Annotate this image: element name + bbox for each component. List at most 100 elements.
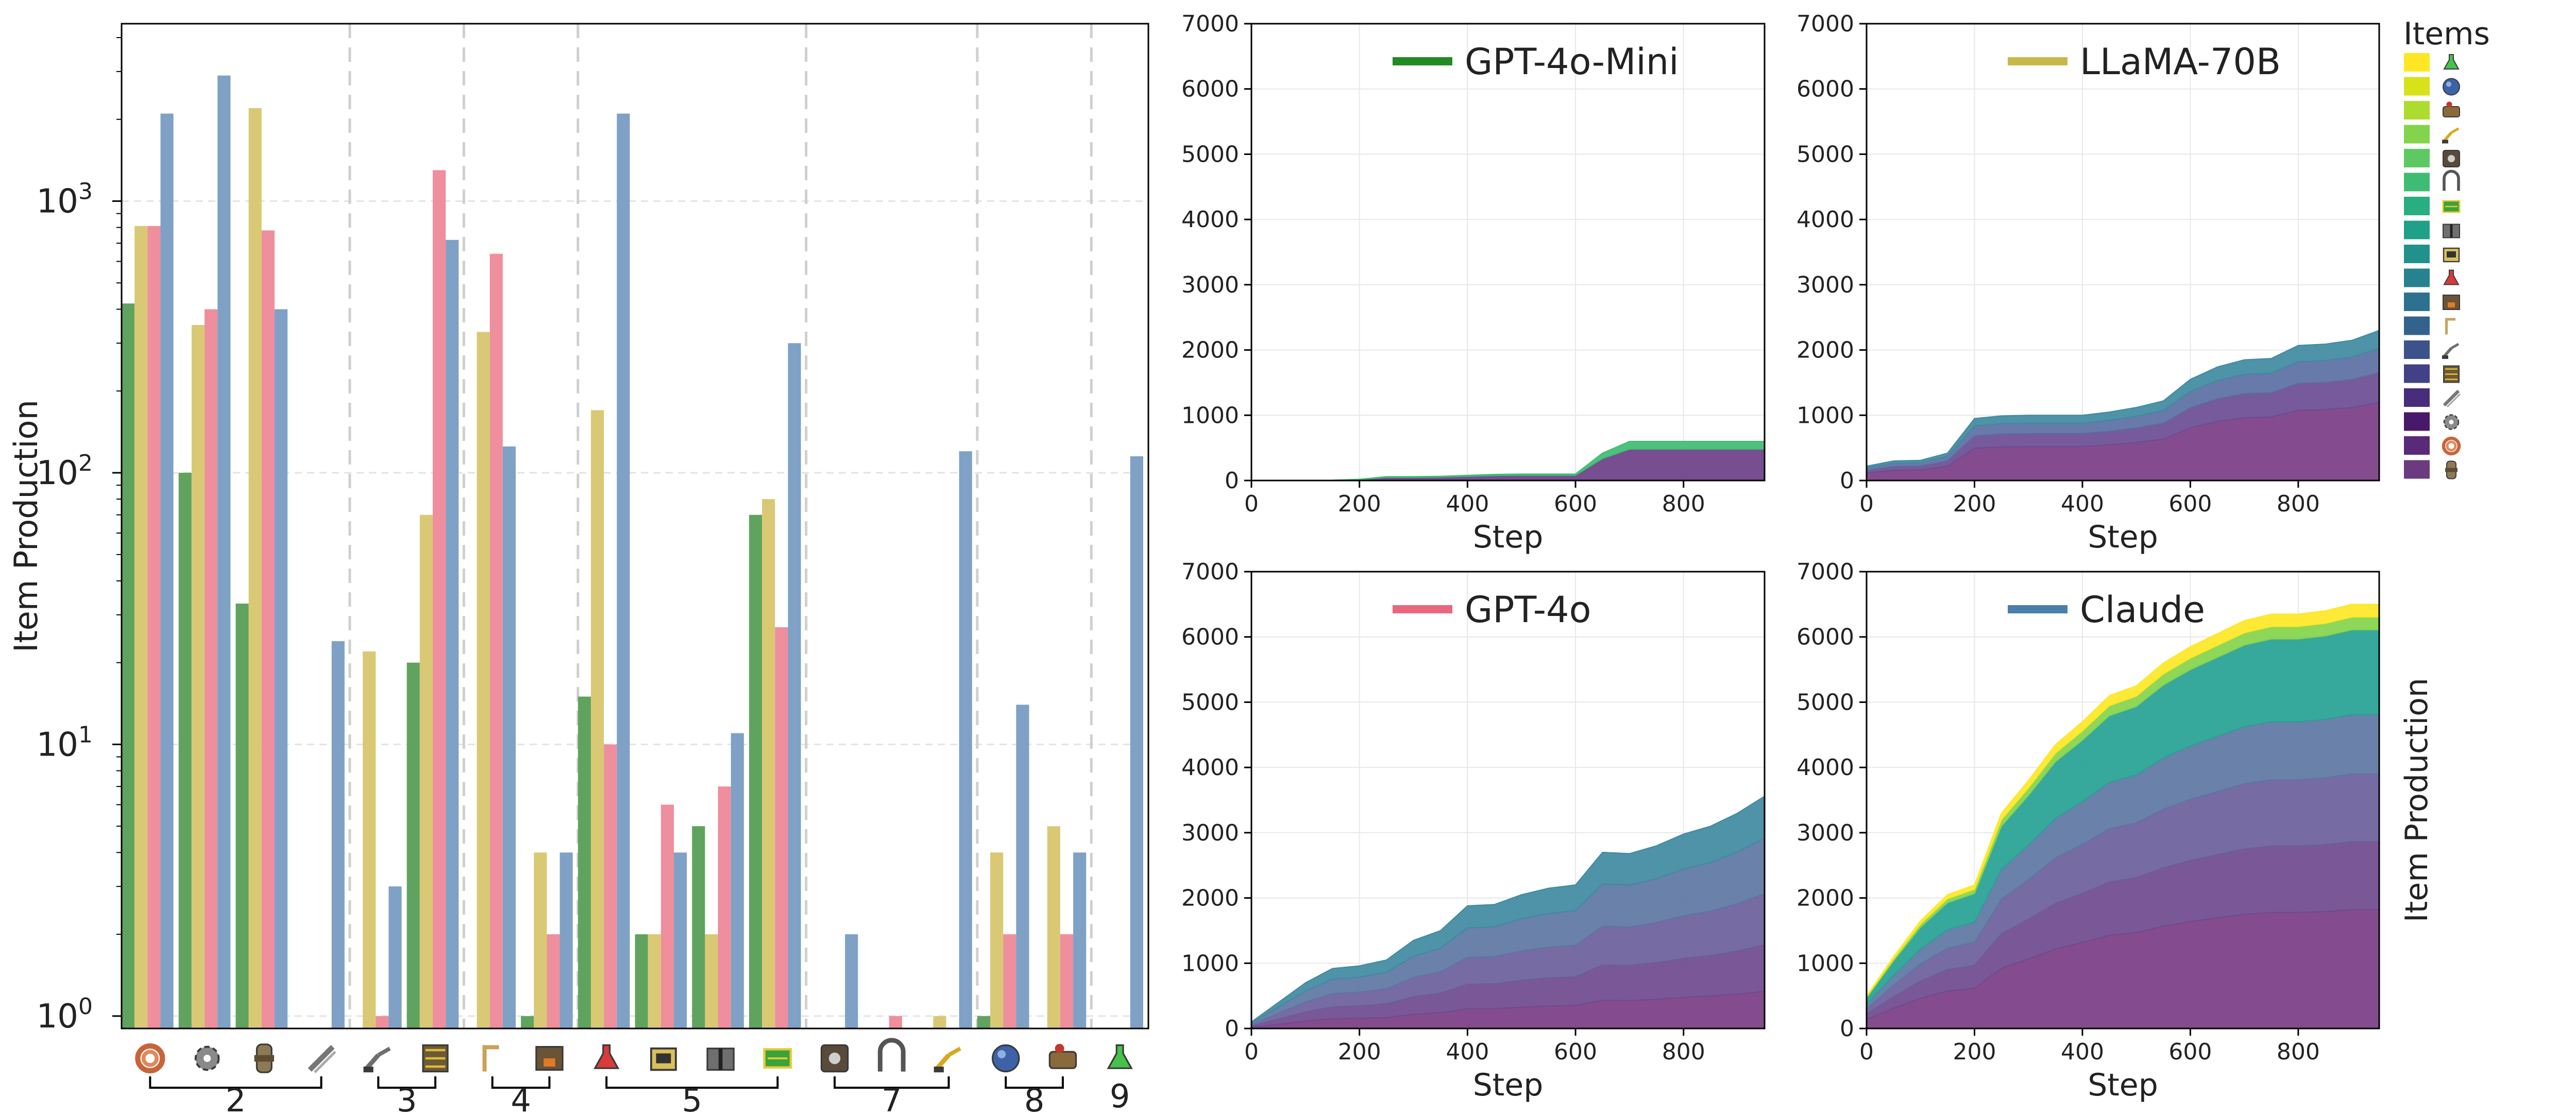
iron-stick-icon [2443,389,2461,408]
electric-mining-drill-icon [706,1048,735,1071]
bar [248,108,262,1028]
y-tick-label: 2000 [1797,885,1854,912]
bar [160,113,174,1028]
legend-swatch [2404,364,2430,383]
bar [731,733,744,1028]
bar [788,343,801,1028]
bar [1016,705,1029,1028]
bar [376,1016,389,1028]
legend-swatch [2404,340,2430,359]
area-ylabel: Item Production [2399,678,2435,922]
y-tick-label: 6000 [1181,624,1239,650]
bar [261,230,275,1029]
bar [235,603,249,1028]
y-tick-label: 100 [37,993,93,1036]
bar [959,451,972,1028]
area-axes-frame [1866,571,2380,1030]
boiler-icon [1048,1043,1077,1069]
bar [191,325,205,1028]
assembling-machine-icon [820,1044,849,1073]
bar-axes-frame [121,23,1149,1030]
group-label: 2 [226,1082,246,1115]
y-tick-label: 7000 [1181,559,1239,585]
bar [432,170,446,1029]
bar [775,627,788,1028]
y-tick-label: 1000 [1797,950,1854,976]
burner-mining-drill-icon [2445,318,2455,335]
y-tick-label: 6000 [1797,76,1854,102]
bar [477,332,490,1028]
steam-engine-icon [2443,78,2460,96]
bar [274,309,288,1028]
area-chart-panel: 0 1000 2000 3000 4000 5000 6000 7000 0 200 400 600 8… [1181,559,1766,1103]
iron-gear-wheel-icon [194,1045,220,1071]
y-tick-label: 4000 [1181,754,1239,781]
bar [178,472,192,1028]
burner-mining-drill-icon [482,1045,499,1072]
area-plot-area [1251,24,1765,481]
copper-cable-icon [135,1043,165,1074]
bar [1073,852,1087,1028]
y-tick-label: 3000 [1181,272,1239,298]
items-legend: Items [2403,16,2490,479]
y-tick-label: 101 [37,722,93,764]
y-tick-label: 5000 [1181,689,1239,715]
bar [331,641,345,1028]
y-tick-label: 3000 [1797,820,1854,846]
bar [134,226,148,1029]
group-bracket [149,1076,323,1089]
bar [502,446,516,1029]
y-tick-label: 0 [1225,1016,1239,1042]
area-axes-frame [1250,571,1766,1030]
y-tick-label: 2000 [1181,337,1239,364]
bar [648,934,661,1028]
x-tick-label: 200 [1338,1039,1381,1065]
x-tick-label: 0 [1244,491,1259,517]
bar [388,886,402,1028]
y-tick-label: 4000 [1797,207,1854,233]
offshore-pump-icon [2443,169,2460,191]
legend-swatch [2404,77,2430,96]
x-tick-label: 400 [1446,491,1489,517]
bar [1003,934,1016,1028]
bar [534,852,547,1028]
y-tick-label: 103 [37,179,93,221]
bar [933,1016,946,1028]
group-label: 4 [511,1082,531,1115]
transport-belt-icon [2443,365,2460,383]
panel-title: Claude [2080,589,2205,631]
area-chart-panel: 0 1000 2000 3000 4000 5000 6000 7000 0 200 400 600 8… [1181,11,1766,555]
y-tick-label: 4000 [1797,754,1854,781]
x-tick-label: 600 [1554,1039,1597,1065]
bar [1047,826,1060,1028]
x-tick-label: 200 [1953,491,1996,517]
legend-swatch [2404,245,2430,263]
area-axes-frame [1866,23,2380,482]
y-tick-label: 0 [1225,468,1239,494]
bar [1060,934,1074,1028]
legend-title: Items [2403,16,2490,52]
bar [990,852,1004,1028]
electric-mining-drill-icon [2443,224,2460,238]
group-label: 7 [882,1082,902,1115]
bar [578,696,591,1028]
group-label: 9 [1110,1077,1130,1115]
copper-cable-icon [2442,436,2461,456]
y-tick-label: 1000 [1181,950,1239,976]
x-tick-label: 800 [2277,1039,2320,1065]
panel-title: GPT-4o-Mini [1465,41,1679,83]
logistic-science-pack-icon [2443,54,2460,70]
area-xlabel: Step [2088,519,2158,555]
bar [635,934,648,1028]
y-tick-label: 5000 [1797,141,1854,167]
bar [1130,456,1143,1028]
fast-inserter-icon [934,1047,961,1073]
boiler-icon [2443,101,2460,117]
electronic-circuit-icon [2442,200,2461,213]
x-tick-label: 400 [2061,1039,2104,1065]
y-tick-label: 5000 [1181,141,1239,167]
x-tick-label: 800 [2277,491,2320,517]
